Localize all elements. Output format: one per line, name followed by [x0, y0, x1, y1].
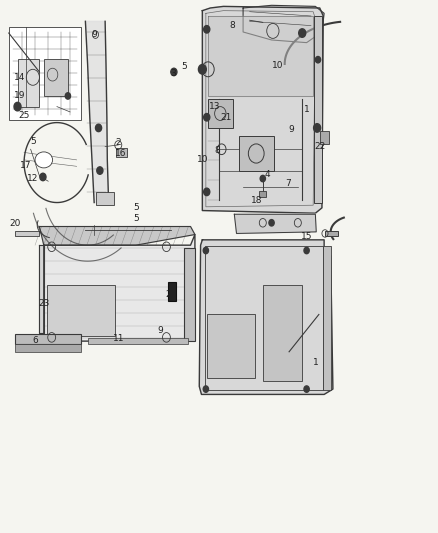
Text: 11: 11	[113, 334, 124, 343]
Circle shape	[203, 247, 208, 254]
Text: 14: 14	[14, 73, 25, 82]
Bar	[314, 16, 322, 203]
Circle shape	[204, 26, 210, 33]
Bar	[18, 59, 39, 107]
Text: 5: 5	[181, 62, 187, 70]
Circle shape	[203, 386, 208, 392]
Text: 8: 8	[214, 147, 220, 155]
Polygon shape	[202, 6, 323, 213]
Text: 10: 10	[197, 156, 208, 164]
Text: 13: 13	[209, 102, 220, 111]
Text: 8: 8	[229, 21, 235, 30]
Circle shape	[304, 247, 309, 254]
Text: 6: 6	[32, 336, 38, 344]
Bar	[323, 246, 331, 390]
Polygon shape	[199, 240, 333, 394]
Text: 16: 16	[115, 149, 126, 158]
Bar	[15, 344, 81, 352]
Bar	[320, 131, 328, 144]
Text: 9: 9	[157, 326, 163, 335]
Text: 10: 10	[272, 61, 284, 69]
Text: 18: 18	[251, 197, 262, 205]
Circle shape	[40, 173, 46, 181]
Text: 20: 20	[10, 220, 21, 228]
Polygon shape	[85, 21, 109, 203]
Text: 23: 23	[38, 300, 49, 308]
Bar	[96, 192, 114, 205]
Polygon shape	[208, 16, 313, 96]
Text: 25: 25	[18, 111, 30, 120]
Circle shape	[95, 124, 102, 132]
Circle shape	[260, 175, 265, 182]
Text: 21: 21	[220, 113, 231, 122]
Bar	[208, 99, 233, 128]
Bar	[9, 27, 81, 120]
Text: 1: 1	[304, 105, 310, 114]
Circle shape	[97, 167, 103, 174]
Text: 24: 24	[165, 290, 177, 299]
Circle shape	[65, 93, 71, 99]
Text: 5: 5	[133, 204, 139, 212]
Text: 9: 9	[288, 125, 294, 134]
Bar	[15, 231, 39, 236]
Bar	[259, 191, 266, 197]
Text: 15: 15	[301, 232, 312, 241]
Text: 19: 19	[14, 92, 25, 100]
Bar	[325, 231, 338, 236]
Polygon shape	[234, 214, 316, 233]
Circle shape	[315, 56, 321, 63]
Text: 3: 3	[170, 69, 176, 78]
Text: 17: 17	[20, 161, 31, 169]
Polygon shape	[39, 245, 44, 333]
Polygon shape	[243, 5, 324, 43]
Bar	[116, 148, 127, 157]
Circle shape	[204, 188, 210, 196]
Bar	[44, 59, 68, 96]
Text: 22: 22	[314, 142, 325, 150]
Circle shape	[198, 64, 206, 74]
Bar	[205, 246, 323, 390]
Bar	[263, 285, 302, 381]
Text: 5: 5	[30, 137, 36, 146]
Bar	[47, 285, 115, 336]
Circle shape	[304, 386, 309, 392]
Text: 2: 2	[116, 139, 121, 147]
Bar	[239, 136, 274, 171]
Circle shape	[14, 102, 21, 111]
Bar	[168, 282, 176, 301]
Text: 9: 9	[91, 30, 97, 39]
Text: 1: 1	[312, 358, 318, 367]
Circle shape	[204, 114, 210, 121]
Text: 4: 4	[265, 170, 270, 179]
Polygon shape	[44, 235, 195, 341]
Circle shape	[314, 124, 321, 132]
Bar	[184, 248, 195, 341]
Bar	[88, 338, 188, 344]
Circle shape	[299, 29, 306, 37]
Ellipse shape	[35, 152, 53, 168]
Text: 12: 12	[27, 174, 39, 182]
Text: 5: 5	[133, 214, 139, 223]
Bar	[207, 314, 255, 378]
Polygon shape	[39, 227, 195, 245]
Text: 7: 7	[285, 180, 291, 188]
Bar	[15, 334, 81, 344]
Circle shape	[269, 220, 274, 226]
Circle shape	[171, 68, 177, 76]
